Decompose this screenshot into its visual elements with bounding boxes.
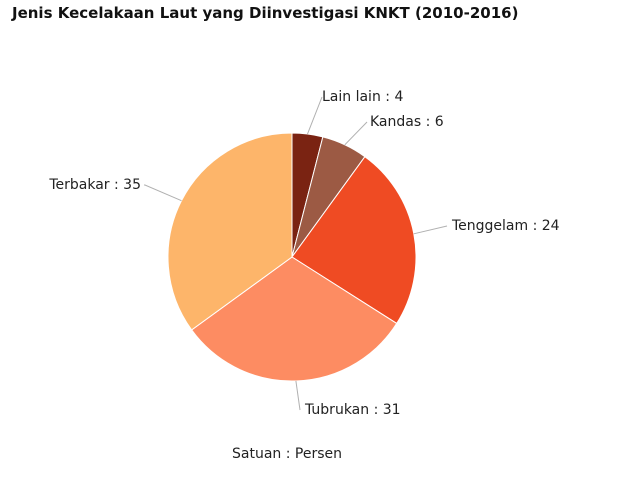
pie-slice-terbakar [167,132,293,331]
slice-label-tenggelam: Tenggelam : 24 [451,218,560,234]
chart-title: Jenis Kecelakaan Laut yang Diinvestigasi… [12,4,519,22]
leader-line [344,121,368,146]
slice-label-tubrukan: Tubrukan : 31 [304,402,401,418]
slice-label-terbakar: Terbakar : 35 [48,177,141,193]
leader-line [307,96,323,135]
leader-line [295,380,301,411]
slice-label-kandas: Kandas : 6 [370,114,444,130]
leader-line [144,184,182,202]
slice-labels: Lain lain : 4 Kandas : 6 Tenggelam : 24 Tub… [48,89,559,418]
pie-slice-tenggelam [291,155,417,325]
slice-label-lain-lain: Lain lain : 4 [322,89,403,105]
leader-line [413,225,448,235]
label-leader-lines [144,96,448,411]
pie-slice-tubrukan [190,256,398,382]
unit-note: Satuan : Persen [232,446,342,462]
pie-slices [167,132,417,382]
